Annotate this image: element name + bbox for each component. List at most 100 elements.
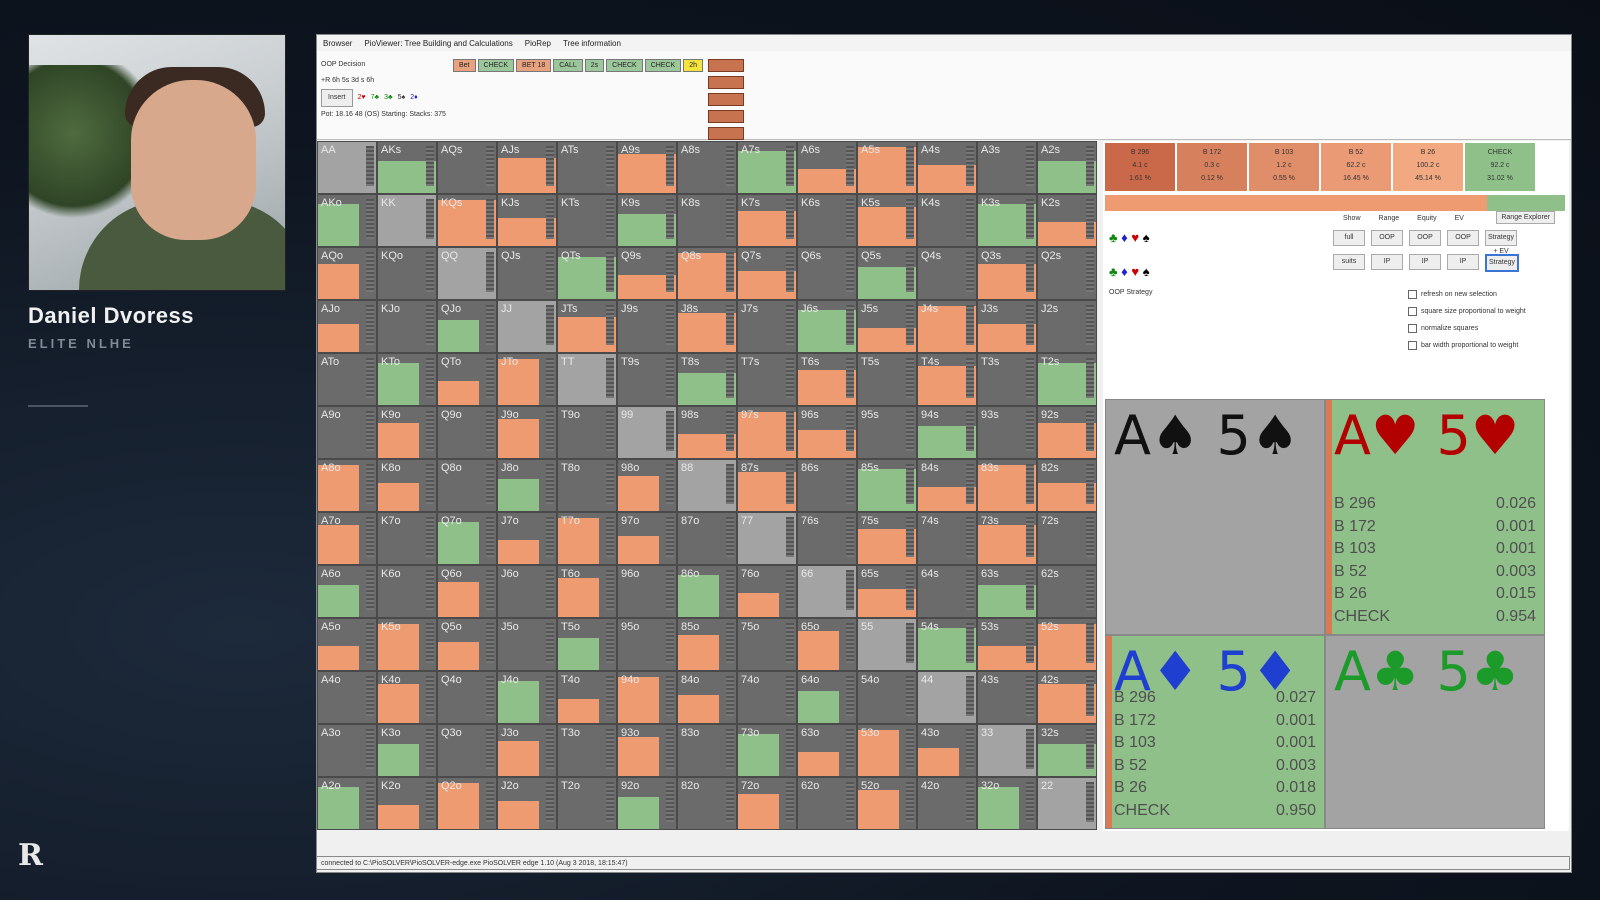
hand-cell[interactable]: T4o <box>557 671 617 724</box>
menu-item[interactable]: PioViewer: Tree Building and Calculation… <box>364 38 513 48</box>
hand-cell[interactable]: 98s <box>677 406 737 459</box>
hand-cell[interactable]: 86s <box>797 459 857 512</box>
hand-cell[interactable]: A9s <box>617 141 677 194</box>
hand-cell[interactable]: J2o <box>497 777 557 830</box>
hand-cell[interactable]: Q4s <box>917 247 977 300</box>
menu-item[interactable]: Browser <box>323 38 353 48</box>
bet-stack-item[interactable] <box>708 127 744 140</box>
hand-cell[interactable]: Q2o <box>437 777 497 830</box>
strategy-option[interactable]: B 26 100.2 c 45.14 % <box>1393 143 1463 191</box>
hand-cell[interactable]: K9o <box>377 406 437 459</box>
hand-cell[interactable]: A3o <box>317 724 377 777</box>
hand-cell[interactable]: AA <box>317 141 377 194</box>
hand-cell[interactable]: 97o <box>617 512 677 565</box>
hand-cell[interactable]: Q9s <box>617 247 677 300</box>
red-suit-icon[interactable]: 2♥ <box>357 94 366 101</box>
hand-cell[interactable]: ATs <box>557 141 617 194</box>
hand-cell[interactable]: 64o <box>797 671 857 724</box>
hand-cell[interactable]: 43o <box>917 724 977 777</box>
hand-cell[interactable]: 82o <box>677 777 737 830</box>
hand-cell[interactable]: QJs <box>497 247 557 300</box>
hand-cell[interactable]: J4s <box>917 300 977 353</box>
hand-cell[interactable]: 84o <box>677 671 737 724</box>
option-checkbox-row[interactable]: refresh on new selection <box>1408 286 1526 303</box>
hand-cell[interactable]: T2s <box>1037 353 1097 406</box>
hand-cell[interactable]: K8o <box>377 459 437 512</box>
hand-cell[interactable]: J9s <box>617 300 677 353</box>
hand-cell[interactable]: A8s <box>677 141 737 194</box>
control-button[interactable]: OOP <box>1371 230 1403 246</box>
hand-cell[interactable]: T5s <box>857 353 917 406</box>
hand-cell[interactable]: T8o <box>557 459 617 512</box>
hand-cell[interactable]: 84s <box>917 459 977 512</box>
hand-cell[interactable]: T3o <box>557 724 617 777</box>
blue-suit-icon[interactable]: 2♦ <box>410 94 418 101</box>
hand-cell[interactable]: KTs <box>557 194 617 247</box>
hand-cell[interactable]: 96s <box>797 406 857 459</box>
suit-row[interactable]: ♣ ♦ ♥ ♠ <box>1109 230 1150 245</box>
hand-cell[interactable]: 55 <box>857 618 917 671</box>
hand-cell[interactable]: 82s <box>1037 459 1097 512</box>
hand-cell[interactable]: Q5o <box>437 618 497 671</box>
hand-cell[interactable]: Q9o <box>437 406 497 459</box>
hand-cell[interactable]: 96o <box>617 565 677 618</box>
hand-cell[interactable]: Q8o <box>437 459 497 512</box>
hand-cell[interactable]: Q2s <box>1037 247 1097 300</box>
range-explorer-button[interactable]: Strategy + EV <box>1485 230 1517 255</box>
combo-card[interactable]: A♦ 5♦ B 296 0.027 B 172 0.001 B 103 0.001 B 52 0… <box>1105 635 1325 829</box>
hand-cell[interactable]: 66 <box>797 565 857 618</box>
hand-cell[interactable]: 87s <box>737 459 797 512</box>
hand-cell[interactable]: K7o <box>377 512 437 565</box>
hand-cell[interactable]: J6o <box>497 565 557 618</box>
hand-cell[interactable]: 74o <box>737 671 797 724</box>
hand-cell[interactable]: A5o <box>317 618 377 671</box>
hand-cell[interactable]: K3s <box>977 194 1037 247</box>
hand-cell[interactable]: 73s <box>977 512 1037 565</box>
hand-cell[interactable]: 42o <box>917 777 977 830</box>
hand-cell[interactable]: 74s <box>917 512 977 565</box>
hand-cell[interactable]: K4s <box>917 194 977 247</box>
hand-cell[interactable]: J2s <box>1037 300 1097 353</box>
hand-cell[interactable]: 73o <box>737 724 797 777</box>
hand-cell[interactable]: A6o <box>317 565 377 618</box>
hand-cell[interactable]: T9o <box>557 406 617 459</box>
hand-cell[interactable]: 75s <box>857 512 917 565</box>
hand-cell[interactable]: AQo <box>317 247 377 300</box>
option-checkbox-row[interactable]: bar width proportional to weight <box>1408 337 1526 354</box>
hand-cell[interactable]: Q5s <box>857 247 917 300</box>
combo-card[interactable]: A♠ 5♠ <box>1105 399 1325 635</box>
hand-cell[interactable]: J5o <box>497 618 557 671</box>
hand-cell[interactable]: J7s <box>737 300 797 353</box>
hand-cell[interactable]: KQs <box>437 194 497 247</box>
hand-cell[interactable]: J3s <box>977 300 1037 353</box>
hand-cell[interactable]: 64s <box>917 565 977 618</box>
hand-cell[interactable]: K9s <box>617 194 677 247</box>
hand-cell[interactable]: 99 <box>617 406 677 459</box>
hand-cell[interactable]: 32o <box>977 777 1037 830</box>
control-button[interactable]: IP <box>1409 254 1441 270</box>
suit-row[interactable]: ♣ ♦ ♥ ♠ <box>1109 264 1150 279</box>
hand-cell[interactable]: 42s <box>1037 671 1097 724</box>
hand-cell[interactable]: J8o <box>497 459 557 512</box>
hand-cell[interactable]: 75o <box>737 618 797 671</box>
hand-cell[interactable]: Q4o <box>437 671 497 724</box>
hand-cell[interactable]: 86o <box>677 565 737 618</box>
hand-cell[interactable]: Q6s <box>797 247 857 300</box>
insert-button[interactable]: Insert <box>321 89 353 107</box>
hand-cell[interactable]: KTo <box>377 353 437 406</box>
hand-cell[interactable]: T8s <box>677 353 737 406</box>
hand-cell[interactable]: 22 <box>1037 777 1097 830</box>
hand-cell[interactable]: 97s <box>737 406 797 459</box>
hand-cell[interactable]: 85o <box>677 618 737 671</box>
hand-cell[interactable]: K6s <box>797 194 857 247</box>
hand-cell[interactable]: 54o <box>857 671 917 724</box>
hand-cell[interactable]: T7s <box>737 353 797 406</box>
control-button[interactable]: IP <box>1371 254 1403 270</box>
black-suit-icon[interactable]: 5♠ <box>397 94 406 101</box>
hand-cell[interactable]: 53s <box>977 618 1037 671</box>
hand-cell[interactable]: AJs <box>497 141 557 194</box>
hand-cell[interactable]: K4o <box>377 671 437 724</box>
hand-cell[interactable]: A4o <box>317 671 377 724</box>
hand-cell[interactable]: QJo <box>437 300 497 353</box>
hand-cell[interactable]: 63o <box>797 724 857 777</box>
